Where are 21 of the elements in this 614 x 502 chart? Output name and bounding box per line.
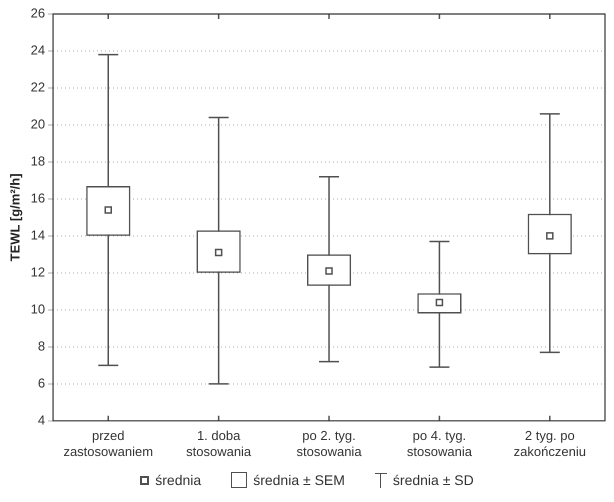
y-tick-label: 6: [38, 375, 46, 390]
y-tick-label: 4: [38, 412, 46, 428]
y-tick-label: 16: [30, 190, 46, 206]
x-tick-label: po 2. tyg. stosowania: [296, 428, 362, 459]
y-tick-label: 24: [30, 42, 46, 58]
y-axis-title: TEWL [g/m²/h]: [7, 173, 22, 262]
y-tick-label: 26: [30, 6, 46, 21]
y-tick-label: 8: [38, 338, 46, 354]
y-tick-label: 10: [30, 301, 46, 316]
y-tick-label: 22: [30, 80, 46, 95]
y-tick-label: 12: [30, 264, 46, 280]
text: średnia ± SD: [392, 472, 474, 488]
x-tick-label: 2 tyg. po zakończeniu: [514, 428, 586, 459]
x-tick-label: przed zastosowaniem: [63, 428, 154, 459]
y-tick-label: 18: [30, 154, 46, 169]
text: średnia ± SEM: [253, 472, 345, 488]
y-tick-label: 14: [30, 227, 46, 242]
y-tick-label: 20: [30, 116, 46, 132]
text: średnia: [155, 472, 202, 488]
x-tick-label: 1. doba stosowania: [186, 428, 252, 459]
x-tick-label: po 4. tyg. stosowania: [406, 428, 473, 459]
